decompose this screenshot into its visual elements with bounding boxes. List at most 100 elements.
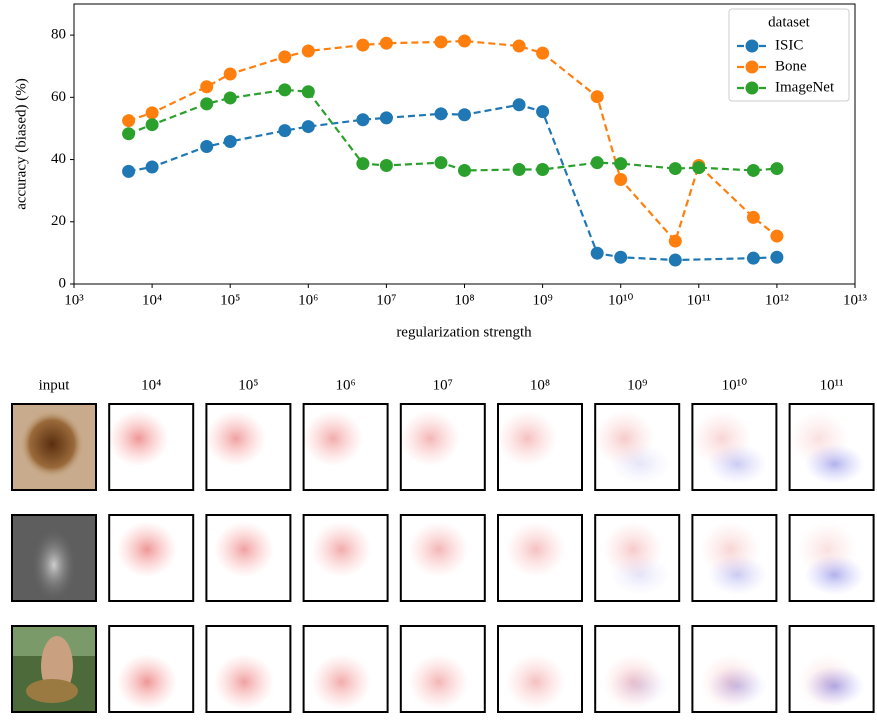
data-point xyxy=(122,114,136,128)
attribution-red xyxy=(303,410,363,467)
image-tile xyxy=(691,625,778,713)
tile-border xyxy=(11,403,97,491)
column-label: 10⁹ xyxy=(627,377,647,393)
data-point xyxy=(122,164,136,178)
image-tile xyxy=(108,403,195,491)
image-tile xyxy=(497,403,583,491)
image-tile xyxy=(11,403,97,491)
data-point xyxy=(536,105,550,119)
image-tile xyxy=(788,625,875,713)
legend-marker xyxy=(745,39,759,53)
column-label: 10⁶ xyxy=(335,377,355,393)
tile-border xyxy=(108,514,195,602)
image-tile xyxy=(302,403,389,491)
data-point xyxy=(434,107,448,121)
attribution-red xyxy=(497,410,558,467)
attribution-blue xyxy=(707,555,768,595)
attribution-red xyxy=(505,653,566,710)
attribution-red xyxy=(311,521,372,578)
data-point xyxy=(668,162,682,176)
legend-marker xyxy=(745,60,759,74)
image-tile xyxy=(497,625,583,713)
attribution-blue xyxy=(804,555,865,595)
tile-border xyxy=(205,403,292,491)
column-label: 10¹¹ xyxy=(820,377,844,393)
column-label: 10¹⁰ xyxy=(722,377,748,393)
x-tick-label: 10¹³ xyxy=(843,292,867,308)
x-tick-label: 10⁸ xyxy=(454,292,474,308)
fish xyxy=(26,679,78,703)
attribution-red xyxy=(400,410,461,467)
tile-border xyxy=(691,625,778,713)
tile-border xyxy=(399,403,486,491)
image-tile xyxy=(205,625,292,713)
data-point xyxy=(223,67,237,81)
attribution-blue xyxy=(707,444,768,484)
attribution-red xyxy=(408,653,469,710)
legend-box xyxy=(728,8,850,102)
image-tile xyxy=(205,403,292,491)
tile-border xyxy=(108,625,195,713)
image-tile xyxy=(594,514,681,602)
tile-border xyxy=(399,625,486,713)
tile-border xyxy=(497,625,583,713)
data-point xyxy=(614,157,628,171)
attribution-red xyxy=(311,653,372,710)
column-label: 10⁸ xyxy=(530,377,550,393)
image-tile xyxy=(399,625,486,713)
x-tick-label: 10¹⁰ xyxy=(608,292,634,308)
x-tick-label: 10¹¹ xyxy=(687,292,711,308)
data-point xyxy=(536,46,550,60)
attribution-red xyxy=(214,521,275,578)
tile-border xyxy=(11,514,97,602)
tile-border xyxy=(399,514,486,602)
tile-border xyxy=(205,514,292,602)
attribution-red xyxy=(117,653,177,710)
legend-label: Bone xyxy=(775,58,807,74)
attribution-blue xyxy=(707,666,768,706)
tile-border xyxy=(594,625,681,713)
column-label: 10⁵ xyxy=(238,377,258,393)
x-tick-label: 10¹² xyxy=(765,292,789,308)
attribution-red xyxy=(205,410,266,467)
y-tick-label: 40 xyxy=(51,151,66,167)
lesion xyxy=(20,410,84,478)
x-tick-label: 10⁹ xyxy=(532,292,552,308)
image-tile xyxy=(108,625,195,713)
hand xyxy=(32,529,76,601)
image-tile xyxy=(205,514,292,602)
legend-label: ImageNet xyxy=(775,79,835,95)
tile-border xyxy=(302,625,389,713)
y-tick-label: 60 xyxy=(51,89,66,105)
data-point xyxy=(434,35,448,49)
attribution-blue xyxy=(804,666,865,706)
data-point xyxy=(200,80,214,94)
tile-border xyxy=(788,625,875,713)
column-label: input xyxy=(39,377,71,393)
attribution-red xyxy=(408,521,469,578)
image-tile xyxy=(788,514,875,602)
tile-border xyxy=(788,514,875,602)
tile-border xyxy=(594,514,681,602)
x-axis-label: regularization strength xyxy=(396,324,532,340)
data-point xyxy=(668,253,682,267)
y-tick-label: 0 xyxy=(59,275,67,291)
tile-border xyxy=(788,403,875,491)
data-point xyxy=(379,111,393,125)
data-point xyxy=(746,163,760,177)
legend-label: ISIC xyxy=(775,37,803,53)
data-point xyxy=(770,162,784,176)
data-point xyxy=(356,157,370,171)
attribution-blue xyxy=(610,555,671,595)
data-point xyxy=(746,210,760,224)
data-point xyxy=(434,156,448,170)
data-point xyxy=(590,156,604,170)
data-point xyxy=(590,90,604,104)
image-tile xyxy=(11,514,97,602)
data-point xyxy=(145,160,159,174)
column-label: 10⁴ xyxy=(141,377,161,393)
attribution-blue xyxy=(610,666,671,706)
data-point xyxy=(356,38,370,52)
data-point xyxy=(223,91,237,105)
